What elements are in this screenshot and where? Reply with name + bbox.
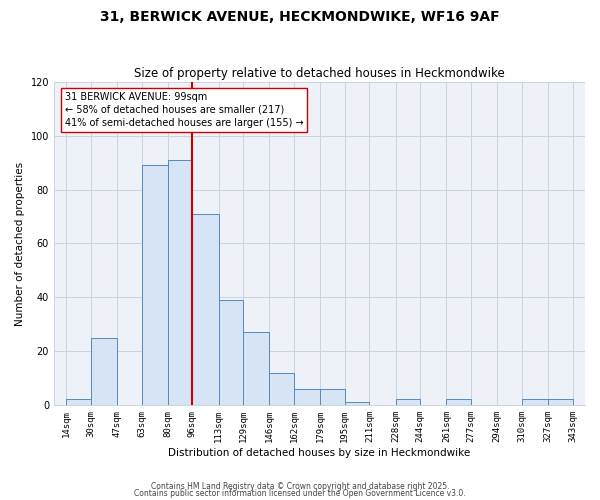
Bar: [193, 214, 218, 405]
Bar: [446, 400, 471, 405]
Y-axis label: Number of detached properties: Number of detached properties: [15, 162, 25, 326]
Text: Contains HM Land Registry data © Crown copyright and database right 2025.: Contains HM Land Registry data © Crown c…: [151, 482, 449, 491]
Bar: [66, 400, 91, 405]
Bar: [548, 400, 572, 405]
Text: 31, BERWICK AVENUE, HECKMONDWIKE, WF16 9AF: 31, BERWICK AVENUE, HECKMONDWIKE, WF16 9…: [100, 10, 500, 24]
Bar: [218, 300, 243, 405]
Bar: [345, 402, 370, 405]
Bar: [522, 400, 548, 405]
Bar: [91, 338, 117, 405]
Bar: [243, 332, 269, 405]
Text: 31 BERWICK AVENUE: 99sqm
← 58% of detached houses are smaller (217)
41% of semi-: 31 BERWICK AVENUE: 99sqm ← 58% of detach…: [65, 92, 303, 128]
Bar: [320, 388, 345, 405]
Bar: [269, 372, 294, 405]
Text: Contains public sector information licensed under the Open Government Licence v3: Contains public sector information licen…: [134, 490, 466, 498]
Title: Size of property relative to detached houses in Heckmondwike: Size of property relative to detached ho…: [134, 66, 505, 80]
X-axis label: Distribution of detached houses by size in Heckmondwike: Distribution of detached houses by size …: [169, 448, 470, 458]
Bar: [142, 166, 168, 405]
Bar: [168, 160, 193, 405]
Bar: [395, 400, 420, 405]
Bar: [294, 388, 320, 405]
